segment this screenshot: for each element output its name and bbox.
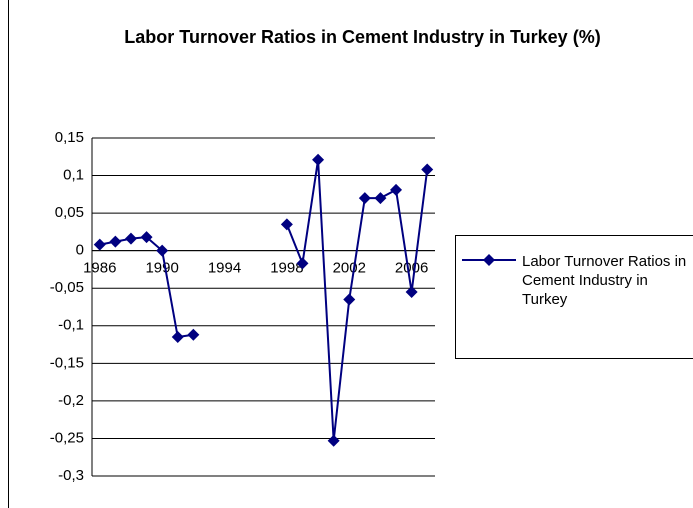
data-point xyxy=(156,244,169,257)
legend-marker xyxy=(483,254,495,266)
x-tick-label: 1998 xyxy=(270,260,303,277)
data-point xyxy=(140,231,153,244)
data-point xyxy=(312,153,325,166)
data-point xyxy=(124,232,137,245)
data-point xyxy=(421,163,434,176)
y-tick-label: 0,05 xyxy=(55,204,84,221)
legend-box xyxy=(455,235,693,359)
y-tick-label: -0,2 xyxy=(58,392,84,409)
y-tick-label: -0,1 xyxy=(58,317,84,334)
y-tick-label: -0,25 xyxy=(50,429,84,446)
y-tick-label: -0,05 xyxy=(50,279,84,296)
data-point xyxy=(187,328,200,341)
data-point xyxy=(390,183,403,196)
legend-label: Labor Turnover Ratios in Cement Industry… xyxy=(522,253,687,308)
chart-title: Labor Turnover Ratios in Cement Industry… xyxy=(124,27,601,47)
data-point xyxy=(280,218,293,231)
y-tick-label: -0,15 xyxy=(50,354,84,371)
data-point xyxy=(171,331,184,344)
x-tick-label: 2002 xyxy=(333,260,366,277)
data-point xyxy=(327,434,340,447)
x-tick-label: 1994 xyxy=(208,260,241,277)
data-point xyxy=(343,293,356,306)
x-tick-label: 2006 xyxy=(395,260,428,277)
data-point xyxy=(405,285,418,298)
y-tick-label: -0,3 xyxy=(58,467,84,484)
data-point xyxy=(374,192,387,205)
data-point xyxy=(358,192,371,205)
y-tick-label: 0 xyxy=(76,242,84,259)
y-tick-label: 0,1 xyxy=(63,167,84,184)
data-point xyxy=(93,238,106,251)
x-tick-label: 1990 xyxy=(145,260,178,277)
x-tick-label: 1986 xyxy=(83,260,116,277)
y-tick-label: 0,15 xyxy=(55,129,84,146)
data-point xyxy=(296,257,309,270)
data-point xyxy=(109,235,122,248)
series-line xyxy=(99,159,429,441)
